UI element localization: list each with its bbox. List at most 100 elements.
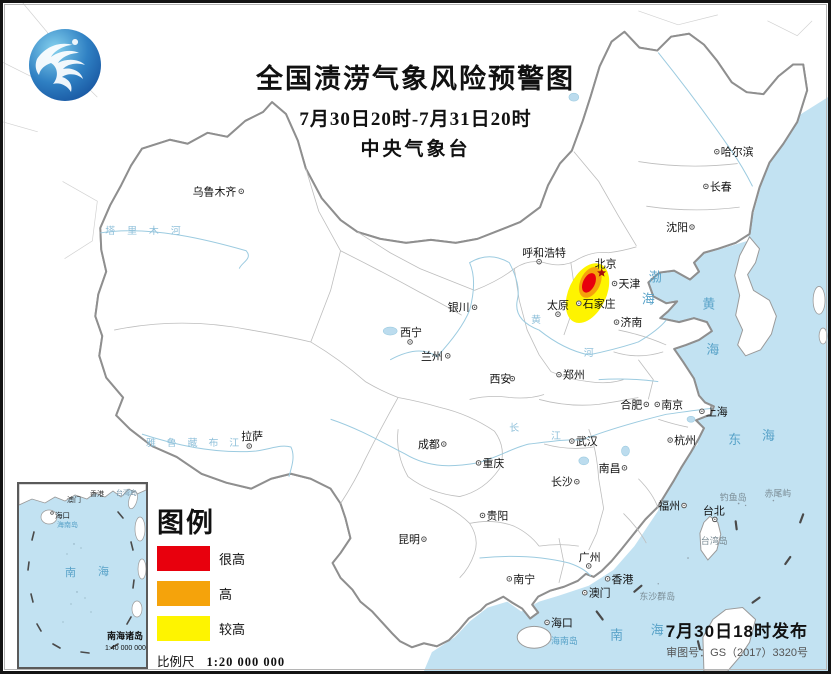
city-label: 香港 [612, 573, 634, 586]
city-label: 天津 [619, 277, 641, 290]
city-label: 北京 [595, 257, 617, 271]
sea-label: 南 [610, 627, 623, 642]
city-label: 成都 [418, 438, 440, 451]
city-marker: 西宁 [400, 325, 422, 345]
legend-label: 高 [219, 587, 233, 602]
japan-island [812, 286, 826, 315]
city-marker: 南京 [654, 397, 683, 411]
city-marker: 拉萨 [241, 429, 263, 449]
inset-label: 海南岛 [57, 520, 78, 529]
inset-label: 澳门 [67, 495, 81, 504]
inset-taiwan [128, 490, 138, 510]
city-label: 南宁 [513, 572, 535, 586]
city-label: 澳门 [589, 586, 611, 600]
river-label: 塔里木河 [105, 224, 192, 237]
inset-coastline [18, 483, 147, 506]
rivers [100, 52, 753, 577]
inset-haikou-marker [50, 511, 54, 515]
city-label: 长沙 [551, 476, 573, 489]
city-label: 杭州 [674, 433, 696, 447]
city-marker: 南昌 [599, 462, 628, 475]
risk-area-group [565, 263, 610, 323]
city-marker: 乌鲁木齐 [193, 184, 245, 198]
agency-name: 中央气象台 [360, 139, 471, 160]
taiwan-island [699, 515, 722, 561]
city-marker: 香港 [604, 573, 634, 586]
river-label: 黄 [531, 313, 541, 326]
korea-landmass [734, 236, 777, 357]
issue-time: 7月30日18时发布 [665, 622, 808, 641]
inset-label: 台湾岛 [116, 488, 137, 497]
city-marker: 天津 [611, 277, 641, 290]
inset-philippines [134, 516, 146, 542]
sea-label: 海 [762, 429, 775, 443]
legend: 图例 很高高较高 比例尺 1:20 000 000 [153, 499, 292, 670]
city-marker: 台北 [703, 503, 725, 523]
city-marker: 广州 [579, 551, 601, 569]
inset-scale: 1:40 000 000 [105, 645, 146, 652]
sea-labels-layer: 渤海 黄海东 海南海 [610, 270, 775, 643]
city-marker: 南宁 [506, 572, 535, 586]
risk-area-very-high [582, 273, 596, 293]
city-marker: 福州 [658, 498, 687, 512]
legend-item: 高 [157, 581, 285, 606]
legend-label: 很高 [219, 552, 246, 567]
city-marker: 西安 [489, 372, 516, 386]
small-islets [657, 499, 775, 585]
map-approval-number: 审图号：GS（2017）3320号 [666, 647, 808, 659]
province-boundaries [114, 151, 740, 583]
city-marker: 昆明 [398, 533, 427, 546]
valid-period: 7月30日20时-7月31日20时 [299, 109, 532, 130]
city-marker: 重庆 [475, 456, 505, 470]
legend-swatch [157, 546, 210, 571]
legend-swatch [157, 616, 210, 641]
capital-marker-beijing: 北京 [595, 257, 617, 277]
legend-label: 较高 [219, 622, 246, 637]
sea-label: 渤 [649, 270, 662, 285]
inset-label: 南 [65, 566, 76, 579]
inset-title: 南海诸岛 [107, 630, 143, 641]
river-label: 雅鲁藏布江 [146, 436, 250, 449]
city-label: 合肥 [621, 397, 643, 411]
city-marker: 武汉 [569, 435, 598, 448]
hainan-island [516, 625, 552, 649]
city-label: 拉萨 [241, 429, 263, 443]
island-label: 台湾岛 [701, 535, 728, 546]
legend-item: 很高 [157, 546, 285, 571]
city-marker: 石家庄 [576, 296, 616, 310]
city-label: 重庆 [483, 456, 505, 470]
city-label: 武汉 [576, 435, 598, 448]
scale-label: 比例尺 [157, 655, 195, 669]
sea-label: 海 [651, 623, 664, 637]
island-label: 赤尾屿 [764, 489, 791, 499]
footer: 7月30日18时发布 审图号：GS（2017）3320号 [666, 617, 808, 660]
island-label: 钓鱼岛 [720, 492, 747, 503]
city-marker: 济南 [613, 315, 643, 329]
lakes [382, 92, 696, 466]
city-marker: 合肥 [621, 397, 650, 411]
sea-label: 黄 [702, 297, 715, 311]
city-marker: 杭州 [667, 433, 696, 447]
sea-label: 东 [728, 433, 741, 447]
legend-title: 图例 [157, 508, 215, 538]
city-label: 福州 [658, 498, 680, 512]
city-label: 沈阳 [666, 220, 688, 234]
city-marker: 太原 [547, 299, 569, 317]
city-label: 海口 [551, 615, 573, 629]
inset-label: 海 [98, 564, 109, 578]
city-marker: 长沙 [551, 476, 580, 489]
river-label: 江 [551, 430, 561, 442]
city-label: 长春 [710, 180, 732, 193]
city-label: 西宁 [400, 325, 422, 339]
city-label: 南昌 [599, 462, 621, 475]
city-label: 济南 [621, 315, 643, 329]
city-marker: 上海 [699, 404, 728, 418]
south-china-sea-inset: 香港 澳门 台湾岛 海口 海南岛南 海 南海诸岛 1:40 000 000 [17, 482, 148, 669]
city-label: 郑州 [563, 368, 585, 382]
inset-borneo [131, 600, 143, 618]
luzon-island [702, 607, 757, 671]
